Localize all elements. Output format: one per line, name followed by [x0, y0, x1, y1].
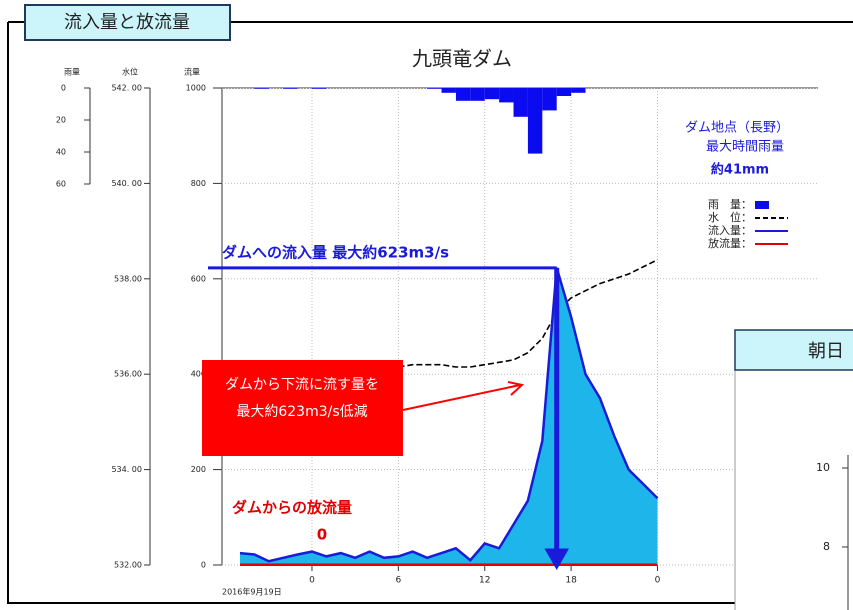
axis-label: 水位	[122, 67, 138, 77]
rain-bar	[527, 88, 543, 154]
outflow-value: 0	[317, 526, 327, 544]
x-tick-label: 12	[479, 576, 490, 586]
rain-bar	[571, 88, 586, 93]
flow-tick-label: 200	[191, 465, 206, 474]
inflow-area	[239, 267, 658, 565]
inflow-line	[239, 267, 659, 563]
reduction-box	[202, 360, 403, 456]
flow-tick-label: 1000	[186, 84, 206, 93]
legend-label: 流入量：	[708, 223, 752, 237]
flow-tick-label: 400	[191, 370, 206, 379]
rain-tick-label: 60	[56, 180, 66, 189]
rain-bar	[499, 88, 514, 103]
notes: ダム地点（長野） 最大時間雨量 約41mm ダムへの流入量 最大約623m3/s…	[202, 121, 789, 544]
plot	[222, 88, 818, 566]
legend-label: 放流量：	[708, 236, 752, 250]
axis-label: 流量	[184, 67, 200, 77]
x-tick-label: 0	[655, 576, 661, 586]
legend-note: 最大時間雨量	[706, 140, 784, 155]
rain-tick-label: 20	[56, 116, 66, 125]
legend: 雨 量：水 位：流入量：放流量：	[708, 198, 788, 250]
rain-bar	[441, 88, 456, 93]
flow-tick-label: 800	[191, 179, 206, 188]
series-line	[239, 258, 658, 375]
legend-swatch	[755, 201, 769, 209]
inflow-note: ダムへの流入量 最大約623m3/s	[222, 244, 449, 262]
overlay-body	[734, 369, 853, 610]
reduction-note: ダムから下流に流す量を	[225, 377, 379, 393]
rain-tick-label: 40	[56, 148, 66, 157]
y-tick-label: 10	[816, 461, 830, 474]
peak-arrow	[544, 267, 570, 571]
rain-bar	[556, 88, 572, 96]
rain-bar	[484, 88, 500, 100]
overlay-header	[734, 329, 853, 371]
legend-note: 約41mm	[711, 162, 769, 178]
legend-label: 水 位：	[708, 210, 752, 224]
x-tick-label: 0	[309, 576, 315, 586]
rain-bar	[311, 88, 327, 89]
header-title: 流入量と放流量	[64, 12, 190, 33]
axis-label: 雨量	[64, 68, 80, 77]
flow-tick-label: 0	[201, 561, 206, 570]
x-tick-label: 18	[565, 576, 577, 586]
overlay-panel: 朝日 10 8	[734, 329, 853, 610]
level-tick-label: 538.00	[114, 274, 142, 283]
chart-title: 九頭竜ダム	[412, 47, 512, 71]
rain-bar	[254, 88, 269, 89]
x-tick-label: 6	[395, 576, 401, 586]
level-tick-label: 534. 00	[111, 465, 142, 474]
rain-tick-label: 0	[61, 84, 66, 93]
level-tick-label: 542. 00	[111, 84, 142, 93]
plot-frame	[221, 87, 818, 565]
header-box	[24, 4, 231, 41]
level-tick-label: 540. 00	[111, 179, 142, 188]
y-tick-label: 8	[823, 540, 830, 553]
outflow-note: ダムからの放流量	[232, 499, 352, 517]
legend-note: ダム地点（長野）	[685, 121, 789, 136]
level-tick-label: 532.00	[114, 561, 142, 570]
rain-bar	[513, 88, 528, 117]
rain-bar	[427, 88, 442, 89]
rain-bar	[542, 88, 557, 111]
reduction-note: 最大約623m3/s低減	[236, 403, 367, 420]
legend-label: 雨 量：	[708, 198, 752, 211]
x-axis-label: 2016年9月19日	[222, 587, 282, 597]
frame	[7, 21, 853, 604]
overlay-title: 朝日	[808, 341, 844, 362]
level-tick-label: 536.00	[114, 370, 142, 379]
rain-bar	[455, 88, 471, 101]
reduction-arrow	[402, 381, 525, 411]
flow-tick-label: 600	[191, 274, 206, 283]
rain-bar	[470, 88, 485, 101]
rain-bar	[283, 88, 298, 89]
